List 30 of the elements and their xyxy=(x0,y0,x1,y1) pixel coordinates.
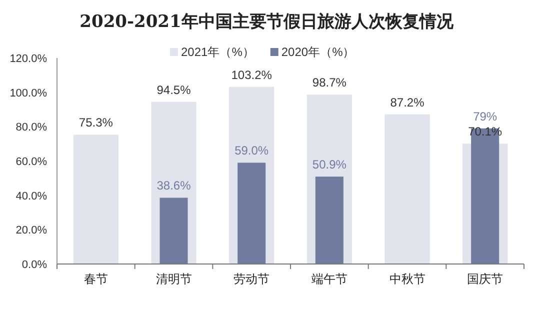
bar xyxy=(384,114,430,264)
data-label: 59.0% xyxy=(234,144,269,158)
data-label: 87.2% xyxy=(390,95,425,110)
x-tick-label: 端午节 xyxy=(311,272,348,286)
bar xyxy=(238,162,266,264)
legend-label: 2021年（%） xyxy=(181,45,254,59)
data-label: 79% xyxy=(473,109,498,124)
x-tick-label: 清明节 xyxy=(156,272,192,286)
y-tick-label: 120.0% xyxy=(10,53,48,65)
y-tick-label: 40.0% xyxy=(16,190,48,202)
data-label: 94.5% xyxy=(156,82,192,97)
chart-title: 2020-2021年中国主要节假日旅游人次恢复情况 xyxy=(80,12,454,32)
x-tick-label: 春节 xyxy=(84,272,108,286)
data-label: 50.9% xyxy=(312,158,347,172)
data-label: 103.2% xyxy=(231,68,272,82)
bar xyxy=(315,176,344,264)
y-tick-label: 60.0% xyxy=(16,156,48,168)
data-label: 38.6% xyxy=(156,178,192,193)
x-tick-label: 国庆节 xyxy=(467,272,504,286)
data-label: 75.3% xyxy=(78,116,114,130)
y-tick-label: 0.0% xyxy=(22,259,48,271)
bar xyxy=(73,134,118,264)
legend-label: 2020年（%） xyxy=(281,45,355,59)
y-tick-label: 80.0% xyxy=(16,122,48,134)
bar xyxy=(160,198,188,264)
x-tick-label: 中秋节 xyxy=(389,272,426,286)
y-tick-label: 100.0% xyxy=(10,87,48,100)
data-label: 98.7% xyxy=(312,76,347,90)
x-tick-label: 劳动节 xyxy=(234,272,270,286)
y-tick-label: 20.0% xyxy=(16,224,48,237)
